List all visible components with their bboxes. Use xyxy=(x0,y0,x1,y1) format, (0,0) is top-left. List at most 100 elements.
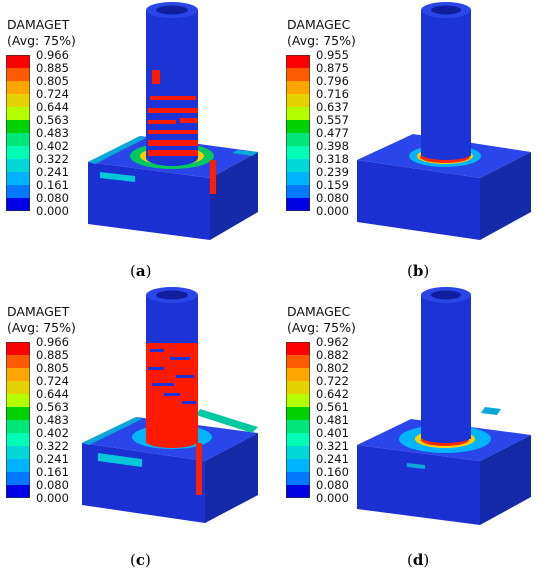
scale-band xyxy=(286,446,310,460)
legend-title: DAMAGET xyxy=(7,304,70,319)
scale-band xyxy=(286,381,310,395)
legend-tick-label: 0.241 xyxy=(36,452,69,466)
scale-band xyxy=(286,133,310,147)
scale-band xyxy=(6,107,30,121)
color-scale-bar xyxy=(286,342,310,498)
scale-band xyxy=(286,485,310,498)
scale-band xyxy=(286,172,310,186)
legend-tick-label: 0.966 xyxy=(36,48,69,62)
legend-tick-label: 0.805 xyxy=(36,361,69,375)
legend-tick-label: 0.802 xyxy=(316,361,349,375)
model-render-d xyxy=(357,287,531,525)
scale-band xyxy=(6,355,30,369)
scale-band xyxy=(6,198,30,211)
scale-band xyxy=(6,368,30,382)
legend-tick-label: 0.885 xyxy=(36,61,69,75)
legend-tick-label: 0.000 xyxy=(36,491,69,505)
legend-title: DAMAGET xyxy=(7,17,70,32)
scale-band xyxy=(6,342,30,356)
legend-tick-label: 0.241 xyxy=(316,452,349,466)
scale-band xyxy=(6,68,30,82)
legend-tick-label: 0.322 xyxy=(36,439,69,453)
legend-tick-label: 0.805 xyxy=(36,74,69,88)
scale-band xyxy=(286,146,310,160)
legend-tick-label: 0.161 xyxy=(36,465,69,479)
color-scale-bar xyxy=(6,55,30,211)
scale-band xyxy=(286,198,310,211)
scale-band xyxy=(6,446,30,460)
legend-tick-label: 0.955 xyxy=(316,48,349,62)
caption-a: (a) xyxy=(130,262,152,280)
scale-band xyxy=(6,185,30,199)
scale-band xyxy=(286,472,310,486)
legend-tick-label: 0.318 xyxy=(316,152,349,166)
scale-band xyxy=(286,355,310,369)
scale-band xyxy=(6,472,30,486)
legend-tick-label: 0.724 xyxy=(36,87,69,101)
scale-band xyxy=(286,159,310,173)
scale-band xyxy=(286,68,310,82)
legend-averaging: (Avg: 75%) xyxy=(287,33,356,48)
legend-tick-label: 0.642 xyxy=(316,387,349,401)
legend-averaging: (Avg: 75%) xyxy=(7,33,76,48)
legend-tick-label: 0.875 xyxy=(316,61,349,75)
legend-tick-label: 0.321 xyxy=(316,439,349,453)
legend-tick-label: 0.882 xyxy=(316,348,349,362)
caption-b: (b) xyxy=(407,262,430,280)
scale-band xyxy=(286,107,310,121)
scale-band xyxy=(6,81,30,95)
scale-band xyxy=(6,172,30,186)
legend-tick-label: 0.644 xyxy=(36,387,69,401)
legend-tick-label: 0.080 xyxy=(316,191,349,205)
legend-tick-label: 0.477 xyxy=(316,126,349,140)
caption-letter: b xyxy=(412,262,424,280)
scale-band xyxy=(286,120,310,134)
legend-tick-label: 0.796 xyxy=(316,74,349,88)
scale-band xyxy=(286,185,310,199)
legend-tick-label: 0.161 xyxy=(36,178,69,192)
scale-band xyxy=(6,159,30,173)
scale-band xyxy=(286,94,310,108)
scale-band xyxy=(6,146,30,160)
legend-tick-label: 0.159 xyxy=(316,178,349,192)
model-render-a xyxy=(88,2,258,240)
scale-band xyxy=(6,381,30,395)
scale-band xyxy=(6,485,30,498)
scale-band xyxy=(6,55,30,69)
scale-band xyxy=(286,81,310,95)
legend-tick-label: 0.962 xyxy=(316,335,349,349)
legend-averaging: (Avg: 75%) xyxy=(287,320,356,335)
scale-band xyxy=(6,120,30,134)
model-render-c xyxy=(82,287,258,523)
legend-tick-label: 0.080 xyxy=(36,478,69,492)
scale-band xyxy=(286,420,310,434)
legend-tick-label: 0.080 xyxy=(36,191,69,205)
scale-band xyxy=(6,420,30,434)
legend-averaging: (Avg: 75%) xyxy=(7,320,76,335)
legend-tick-label: 0.563 xyxy=(36,113,69,127)
caption-d: (d) xyxy=(407,551,430,569)
legend-tick-label: 0.644 xyxy=(36,100,69,114)
model-render-b xyxy=(357,2,531,240)
scale-band xyxy=(286,394,310,408)
legend-tick-label: 0.561 xyxy=(316,400,349,414)
caption-letter: a xyxy=(135,262,146,280)
scale-band xyxy=(6,407,30,421)
legend-tick-label: 0.402 xyxy=(36,426,69,440)
caption-letter: c xyxy=(135,551,145,569)
scale-band xyxy=(6,94,30,108)
legend-tick-label: 0.160 xyxy=(316,465,349,479)
panel-b: DAMAGEC (Avg: 75%) 0.955 0.875 0.796 0.716 0… xyxy=(275,0,550,287)
color-scale-bar xyxy=(6,342,30,498)
scale-band xyxy=(286,342,310,356)
scale-band xyxy=(6,459,30,473)
legend-tick-label: 0.722 xyxy=(316,374,349,388)
legend-tick-label: 0.483 xyxy=(36,126,69,140)
scale-band xyxy=(286,433,310,447)
panel-d: DAMAGEC (Avg: 75%) 0.962 0.882 0.802 0.722 0… xyxy=(275,287,550,574)
scale-border xyxy=(286,55,310,211)
scale-band xyxy=(286,368,310,382)
legend-tick-label: 0.557 xyxy=(316,113,349,127)
legend-tick-label: 0.241 xyxy=(36,165,69,179)
scale-band xyxy=(6,133,30,147)
